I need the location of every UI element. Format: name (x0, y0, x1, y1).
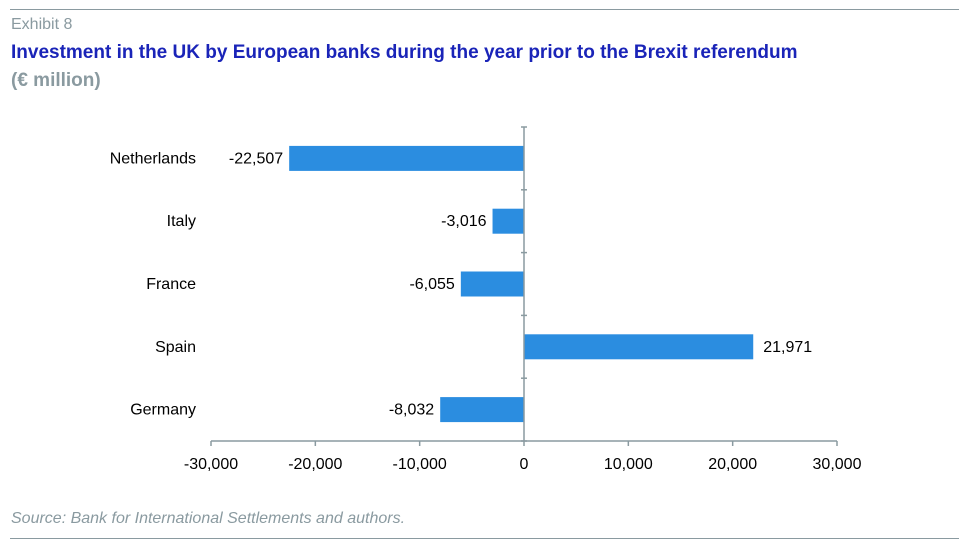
chart-title: Investment in the UK by European banks d… (11, 42, 798, 63)
bar-italy (492, 208, 524, 234)
data-label: -3,016 (441, 213, 486, 230)
bottom-rule (10, 538, 959, 539)
bar-netherlands (289, 145, 524, 171)
data-label: -8,032 (389, 402, 434, 419)
bar-spain (524, 334, 754, 360)
x-tick-label: -30,000 (184, 456, 238, 473)
x-tick-label: 30,000 (813, 456, 862, 473)
exhibit-label: Exhibit 8 (11, 16, 73, 33)
data-label: -22,507 (229, 150, 283, 167)
bar-germany (440, 397, 524, 423)
category-label: Italy (167, 213, 196, 230)
category-label: Netherlands (110, 150, 196, 167)
category-label: Germany (130, 402, 196, 419)
axes-layer (210, 126, 838, 446)
category-label: France (146, 276, 196, 293)
category-label: Spain (155, 339, 196, 356)
data-label: 21,971 (763, 339, 812, 356)
chart-subtitle: (€ million) (11, 70, 101, 91)
data-label: -6,055 (409, 276, 454, 293)
labels-layer: Netherlands -22,507 Italy -3,016 France -6,05… (110, 150, 862, 473)
x-tick-label: 20,000 (708, 456, 757, 473)
x-tick-label: 10,000 (604, 456, 653, 473)
bar-france (460, 271, 524, 297)
x-tick-label: -10,000 (393, 456, 447, 473)
bars-layer (289, 145, 754, 423)
x-tick-label: -20,000 (288, 456, 342, 473)
source-note: Source: Bank for International Settlemen… (11, 510, 406, 527)
x-tick-label: 0 (520, 456, 529, 473)
top-rule (10, 9, 959, 10)
